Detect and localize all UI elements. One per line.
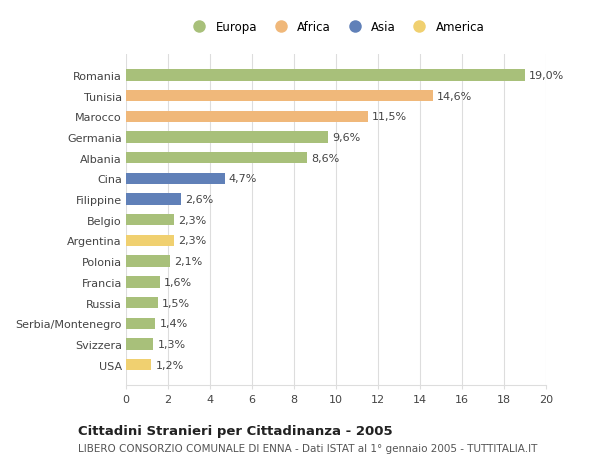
Bar [126, 153, 307, 164]
Bar [126, 70, 525, 81]
Text: 11,5%: 11,5% [372, 112, 407, 122]
Bar [126, 194, 181, 205]
Text: 1,6%: 1,6% [164, 277, 192, 287]
Bar [126, 91, 433, 102]
Text: 1,3%: 1,3% [157, 339, 185, 349]
Bar [126, 318, 155, 329]
Text: 19,0%: 19,0% [529, 71, 565, 81]
Text: 1,2%: 1,2% [155, 360, 184, 370]
Bar [126, 174, 224, 185]
Text: 2,1%: 2,1% [175, 257, 203, 267]
Text: 2,3%: 2,3% [179, 236, 207, 246]
Text: 9,6%: 9,6% [332, 133, 360, 143]
Text: 1,5%: 1,5% [162, 298, 190, 308]
Bar [126, 277, 160, 288]
Bar [126, 215, 175, 226]
Bar [126, 235, 175, 246]
Text: 2,3%: 2,3% [179, 215, 207, 225]
Text: 8,6%: 8,6% [311, 153, 339, 163]
Text: 1,4%: 1,4% [160, 319, 188, 329]
Text: 2,6%: 2,6% [185, 195, 213, 205]
Legend: Europa, Africa, Asia, America: Europa, Africa, Asia, America [187, 21, 485, 34]
Text: 4,7%: 4,7% [229, 174, 257, 184]
Bar [126, 256, 170, 267]
Text: 14,6%: 14,6% [437, 91, 472, 101]
Bar [126, 112, 367, 123]
Text: LIBERO CONSORZIO COMUNALE DI ENNA - Dati ISTAT al 1° gennaio 2005 - TUTTITALIA.I: LIBERO CONSORZIO COMUNALE DI ENNA - Dati… [78, 443, 538, 453]
Bar [126, 132, 328, 143]
Bar [126, 297, 157, 308]
Bar [126, 339, 154, 350]
Text: Cittadini Stranieri per Cittadinanza - 2005: Cittadini Stranieri per Cittadinanza - 2… [78, 425, 392, 437]
Bar [126, 359, 151, 370]
